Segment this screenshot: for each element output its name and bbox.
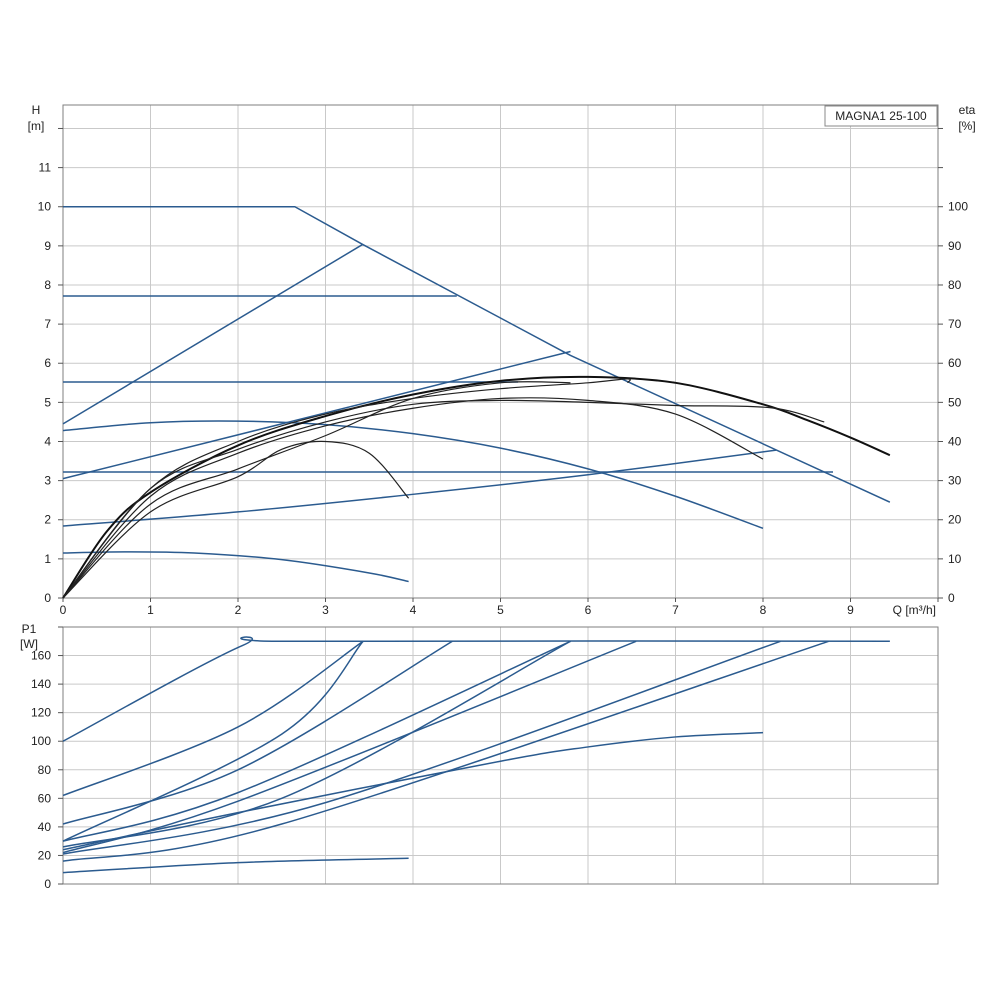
efficiency-curves [62,375,891,599]
tick-label-q: 8 [760,603,767,617]
tick-label-p1: 120 [31,706,51,720]
power-curve [62,640,571,842]
efficiency-curve [62,381,571,599]
tick-label-h: 3 [44,474,51,488]
grid-lines [62,105,939,884]
head-curves [62,205,891,583]
power-curve [62,640,364,842]
power-curve [62,636,890,742]
tick-label-h: 9 [44,239,51,253]
axis-label-h: H [32,103,41,117]
power-curve [62,640,781,855]
legend-box [824,105,938,127]
power-curve [62,640,453,825]
tick-label-eta: 100 [948,200,968,214]
power-curve [62,640,571,848]
tick-label-h: 1 [44,552,51,566]
efficiency-curve [62,375,891,599]
tick-label-q: 2 [235,603,242,617]
axis-label-q: Q [m³/h] [893,603,936,617]
tick-label-q: 0 [60,603,67,617]
tick-label-p1: 0 [44,877,51,891]
head-curve [62,244,363,425]
axis-label-eta: eta [959,103,976,117]
tick-label-eta: 30 [948,474,962,488]
tick-label-q: 3 [322,603,329,617]
tick-label-h: 7 [44,317,51,331]
tick-label-p1: 80 [38,763,52,777]
power-curve [62,640,829,862]
power-curve [62,857,409,874]
tick-label-p1: 40 [38,820,52,834]
head-curve [63,205,891,503]
tick-label-eta: 50 [948,395,962,409]
power-curves [62,636,890,874]
efficiency-curve [62,397,764,599]
power-curve [62,640,364,797]
power-curve [62,731,764,851]
head-curve [62,350,571,480]
tick-label-h: 0 [44,591,51,605]
efficiency-curve [62,378,631,599]
legend: MAGNA1 25-100 [824,105,938,127]
tick-label-q: 5 [497,603,504,617]
tick-label-q: 4 [410,603,417,617]
axis-label-eta-unit: [%] [958,119,975,133]
tick-label-eta: 10 [948,552,962,566]
tick-label-h: 5 [44,395,51,409]
tick-label-eta: 70 [948,317,962,331]
tick-label-h: 4 [44,434,51,448]
tick-label-h: 10 [38,200,52,214]
tick-label-eta: 80 [948,278,962,292]
tick-label-h: 6 [44,356,51,370]
head-curve [62,449,777,527]
axis-label-p1: P1 [22,622,37,636]
head-curve [62,551,409,583]
tick-label-q: 7 [672,603,679,617]
tick-label-p1: 60 [38,791,52,805]
efficiency-curve [62,399,825,599]
legend-label: MAGNA1 25-100 [835,109,927,123]
tick-label-p1: 140 [31,677,51,691]
tick-label-q: 6 [585,603,592,617]
tick-label-eta: 40 [948,434,962,448]
tick-label-p1: 160 [31,649,51,663]
tick-label-p1: 100 [31,734,51,748]
bottom-plot-frame [62,626,939,885]
tick-label-q: 9 [847,603,854,617]
efficiency-curve [62,440,410,599]
tick-label-p1: 20 [38,848,52,862]
tick-label-h: 8 [44,278,51,292]
tick-label-eta: 0 [948,591,955,605]
tick-label-q: 1 [147,603,154,617]
tick-label-eta: 20 [948,513,962,527]
tick-label-h: 11 [39,161,52,175]
tick-label-eta: 60 [948,356,962,370]
head-curve [62,420,764,530]
axis-label-p1-unit: [W] [20,637,38,651]
tick-label-eta: 90 [948,239,962,253]
tick-label-h: 2 [44,513,51,527]
power-curve [62,640,637,854]
axis-label-h-unit: [m] [28,119,45,133]
